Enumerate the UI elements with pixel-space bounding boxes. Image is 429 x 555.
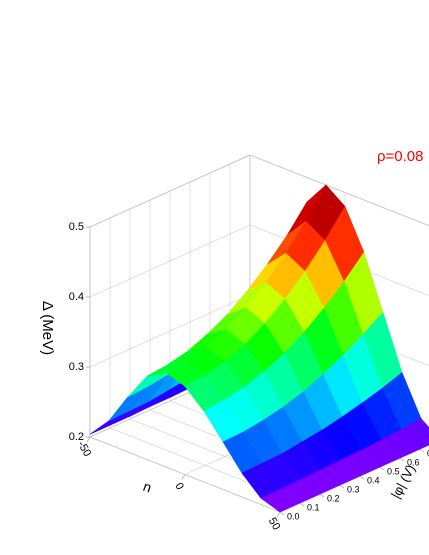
y-tick-label: 0.1 <box>307 502 320 512</box>
tick-mark <box>279 511 285 516</box>
surface-cell <box>89 410 130 435</box>
tick-mark <box>299 502 305 507</box>
z-tick-label: 0.2 <box>69 431 84 443</box>
z-tick-label: 0.3 <box>69 361 84 373</box>
z-axis-label: Δ (MeV) <box>39 301 56 355</box>
tick-mark <box>419 448 425 453</box>
labels: 0.20.30.40.5-500500.00.10.20.30.40.50.60… <box>69 221 429 532</box>
x-axis-label: n <box>141 478 154 496</box>
y-tick-label: 0.5 <box>387 466 400 476</box>
tick-mark <box>276 511 281 518</box>
z-tick-label: 0.5 <box>69 221 84 233</box>
tick-mark <box>86 436 91 443</box>
y-tick-label: 0.4 <box>367 475 380 485</box>
y-tick-label: 0.3 <box>347 484 360 494</box>
y-tick-label: 0.2 <box>327 493 340 503</box>
surface <box>89 184 429 513</box>
surface-cell <box>260 488 301 513</box>
x-tick-label: 50 <box>266 516 283 533</box>
y-tick-label: 0.7 <box>427 448 429 458</box>
x-tick-label: 0 <box>172 481 185 492</box>
y-tick-label: 0.6 <box>407 457 420 467</box>
tick-mark <box>399 457 405 462</box>
tick-mark <box>359 475 365 480</box>
z-tick-label: 0.4 <box>69 291 84 303</box>
tick-mark <box>379 466 385 471</box>
tick-mark <box>319 493 325 498</box>
tick-mark <box>181 474 186 480</box>
tick-mark <box>339 484 345 489</box>
grid-line <box>89 436 281 513</box>
chart-title: ρ=0.08 <box>377 148 424 165</box>
y-tick-label: 0.0 <box>287 511 300 521</box>
